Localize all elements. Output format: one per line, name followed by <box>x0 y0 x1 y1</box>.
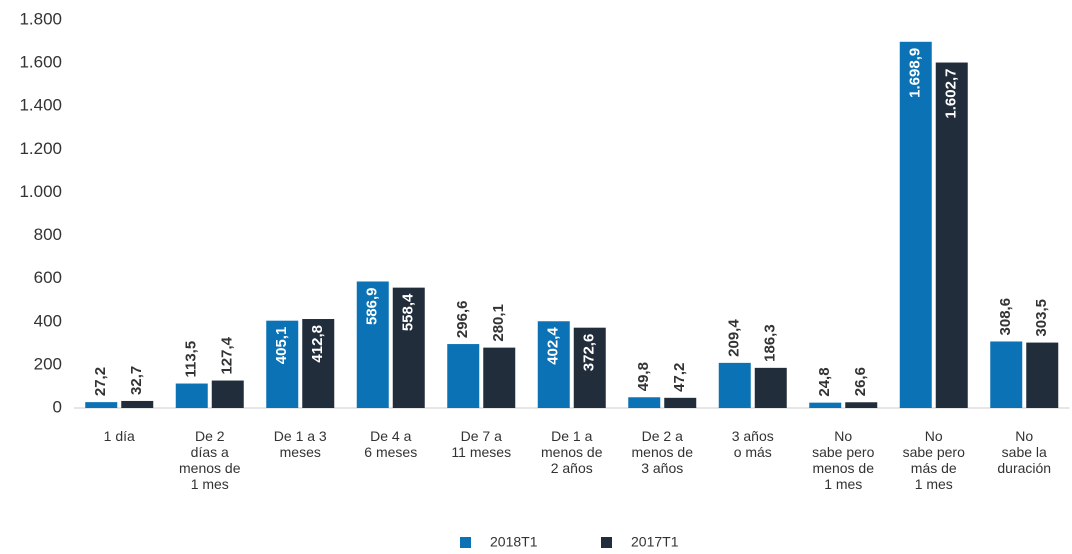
bar <box>447 344 480 408</box>
bar <box>809 402 842 408</box>
x-tick-label: 1 día <box>103 428 135 444</box>
bar <box>121 400 154 408</box>
data-label: 303,5 <box>1033 299 1050 337</box>
data-label: 405,1 <box>273 327 290 365</box>
x-tick-label: De 1 a menos de 2 años <box>541 428 603 476</box>
legend-swatch <box>460 537 471 548</box>
data-label: 586,9 <box>364 287 381 325</box>
data-label: 412,8 <box>309 325 326 363</box>
bar <box>664 397 697 408</box>
data-label: 1.602,7 <box>943 69 960 119</box>
x-tick-label: No sabe pero menos de 1 mes <box>812 428 875 492</box>
bar <box>1026 342 1059 408</box>
data-label: 32,7 <box>128 366 145 395</box>
bar <box>483 347 516 408</box>
data-label: 186,3 <box>762 324 779 362</box>
y-tick-label: 800 <box>34 225 62 244</box>
bar <box>175 383 208 408</box>
bar <box>845 402 878 408</box>
y-tick-label: 1.600 <box>19 53 62 72</box>
y-tick-label: 1.800 <box>19 9 62 28</box>
data-label: 296,6 <box>454 301 471 339</box>
bar <box>899 41 932 409</box>
y-tick-label: 200 <box>34 354 62 373</box>
data-label: 558,4 <box>400 293 417 331</box>
bar <box>573 327 606 408</box>
y-tick-label: 1.000 <box>19 182 62 201</box>
bar <box>356 281 389 408</box>
data-label: 280,1 <box>490 304 507 342</box>
y-tick-label: 1.400 <box>19 96 62 115</box>
data-label: 27,2 <box>92 367 109 396</box>
data-label: 113,5 <box>183 341 200 378</box>
bar <box>211 380 244 408</box>
x-tick-label: De 4 a 6 meses <box>364 428 418 460</box>
x-tick-label: No sabe pero más de 1 mes <box>902 428 965 492</box>
bar <box>718 362 751 408</box>
data-label: 308,6 <box>997 298 1014 336</box>
data-label: 1.698,9 <box>907 48 924 98</box>
bar <box>628 397 661 408</box>
x-tick-label: No sabe la duración <box>997 428 1052 476</box>
bar <box>392 287 425 408</box>
data-label: 402,4 <box>545 327 562 365</box>
y-tick-label: 0 <box>53 397 62 416</box>
legend-label: 2017T1 <box>631 534 679 550</box>
y-tick-label: 400 <box>34 311 62 330</box>
legend-swatch <box>601 537 612 548</box>
data-label: 127,4 <box>219 336 236 374</box>
y-tick-label: 600 <box>34 268 62 287</box>
data-label: 47,2 <box>671 363 688 392</box>
x-tick-label: De 1 a 3 meses <box>273 428 327 460</box>
x-tick-label: 3 años o más <box>731 428 774 460</box>
data-label: 209,4 <box>726 319 743 357</box>
bar <box>537 321 570 408</box>
x-tick-label: De 2 días a menos de 1 mes <box>179 428 241 492</box>
x-tick-label: De 2 a menos de 3 años <box>631 428 693 476</box>
legend-label: 2018T1 <box>490 534 538 550</box>
bar <box>302 319 335 408</box>
bar <box>935 62 968 408</box>
bar <box>85 402 118 408</box>
x-tick-label: De 7 a 11 meses <box>451 428 512 460</box>
bar <box>754 367 787 408</box>
data-label: 26,6 <box>852 367 869 396</box>
data-label: 49,8 <box>635 362 652 391</box>
y-tick-label: 1.200 <box>19 139 62 158</box>
bar <box>990 341 1023 408</box>
bar <box>266 320 299 408</box>
data-label: 372,6 <box>581 334 598 372</box>
data-label: 24,8 <box>816 367 833 396</box>
